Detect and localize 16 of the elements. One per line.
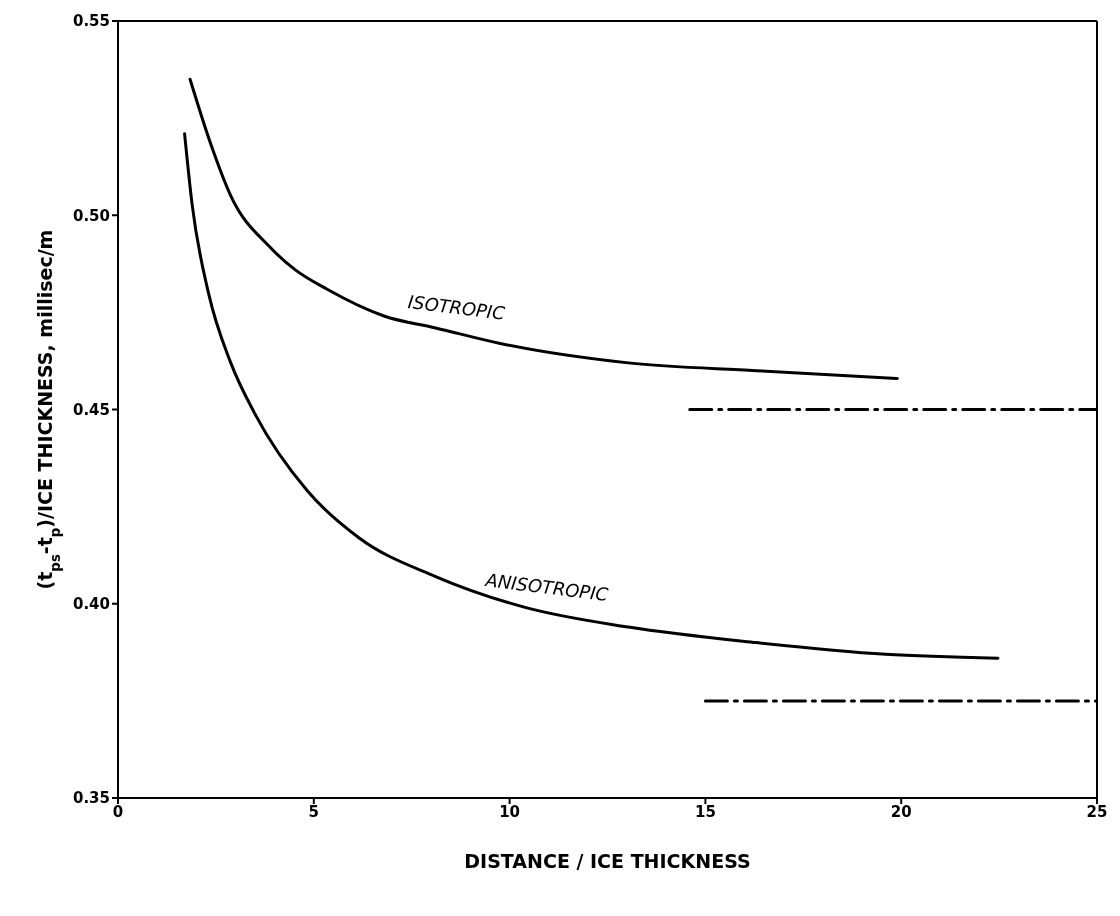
- x-tick-label: 20: [890, 802, 912, 821]
- x-tick-label: 0: [112, 802, 124, 821]
- x-tick-label: 10: [499, 802, 521, 821]
- y-tick-label: 0.50: [72, 206, 110, 225]
- x-tick-label: 5: [308, 802, 320, 821]
- text: ISOTROPIC: [406, 291, 507, 324]
- y-tick-label: 0.35: [72, 789, 110, 808]
- line-series: [183, 132, 1000, 660]
- y-tick-label: 0.40: [72, 595, 110, 614]
- y-tick-label: 0.45: [72, 400, 110, 419]
- x-tick-label: 15: [694, 802, 716, 821]
- line-series: [188, 77, 899, 380]
- x-tick-label: 25: [1086, 802, 1108, 821]
- text: ANISOTROPIC: [483, 569, 610, 606]
- x-axis-title: DISTANCE / ICE THICKNESS: [464, 850, 751, 872]
- y-tick-label: 0.55: [72, 12, 110, 31]
